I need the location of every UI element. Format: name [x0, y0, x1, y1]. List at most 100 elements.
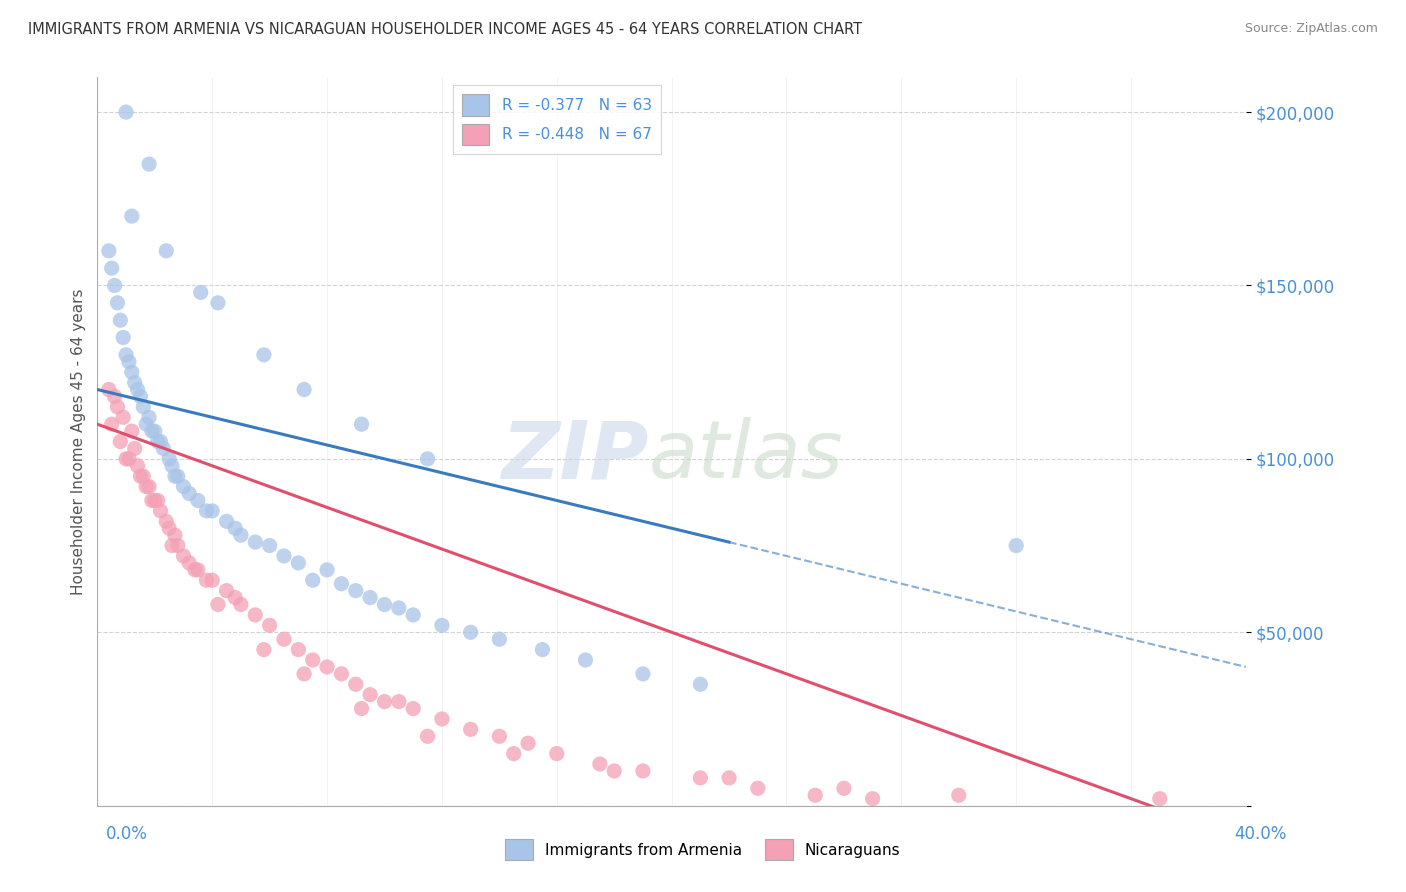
Point	[301, 653, 323, 667]
Point	[138, 480, 160, 494]
Text: IMMIGRANTS FROM ARMENIA VS NICARAGUAN HOUSEHOLDER INCOME AGES 45 - 64 YEARS CORR: IMMIGRANTS FROM ARMENIA VS NICARAGUAN HO…	[28, 22, 862, 37]
Point	[143, 424, 166, 438]
Point	[146, 434, 169, 449]
Text: 40.0%: 40.0%	[1234, 825, 1286, 843]
Point	[149, 434, 172, 449]
Y-axis label: Householder Income Ages 45 - 64 years: Householder Income Ages 45 - 64 years	[72, 288, 86, 595]
Point	[163, 469, 186, 483]
Point	[689, 677, 711, 691]
Point	[184, 563, 207, 577]
Point	[287, 556, 309, 570]
Point	[155, 244, 177, 258]
Point	[804, 789, 827, 803]
Point	[402, 607, 425, 622]
Point	[388, 695, 411, 709]
Point	[1005, 539, 1028, 553]
Point	[141, 424, 163, 438]
Point	[103, 278, 125, 293]
Point	[195, 573, 218, 587]
Point	[118, 355, 141, 369]
Point	[350, 417, 373, 432]
Point	[187, 493, 209, 508]
Point	[359, 591, 381, 605]
Text: atlas: atlas	[648, 417, 844, 495]
Point	[517, 736, 540, 750]
Point	[149, 504, 172, 518]
Point	[201, 504, 224, 518]
Point	[190, 285, 212, 300]
Point	[201, 573, 224, 587]
Point	[127, 458, 149, 473]
Point	[416, 729, 439, 743]
Point	[245, 607, 267, 622]
Point	[112, 410, 135, 425]
Point	[100, 417, 122, 432]
Point	[229, 598, 252, 612]
Point	[245, 535, 267, 549]
Point	[143, 493, 166, 508]
Point	[402, 701, 425, 715]
Point	[160, 458, 183, 473]
Point	[179, 556, 201, 570]
Text: ZIP: ZIP	[502, 417, 648, 495]
Point	[689, 771, 711, 785]
Point	[589, 757, 612, 772]
Point	[195, 504, 218, 518]
Point	[253, 642, 276, 657]
Point	[388, 601, 411, 615]
Point	[207, 296, 229, 310]
Point	[132, 400, 155, 414]
Point	[330, 666, 353, 681]
Legend: R = -0.377   N = 63, R = -0.448   N = 67: R = -0.377 N = 63, R = -0.448 N = 67	[453, 85, 661, 154]
Point	[330, 576, 353, 591]
Point	[138, 157, 160, 171]
Point	[215, 583, 238, 598]
Point	[107, 400, 129, 414]
Point	[292, 383, 315, 397]
Point	[430, 712, 453, 726]
Point	[259, 539, 281, 553]
Point	[135, 417, 157, 432]
Point	[107, 296, 129, 310]
Point	[603, 764, 626, 778]
Point	[173, 480, 195, 494]
Point	[146, 493, 169, 508]
Point	[416, 451, 439, 466]
Point	[187, 563, 209, 577]
Point	[121, 365, 143, 379]
Point	[179, 486, 201, 500]
Point	[273, 549, 295, 563]
Point	[129, 389, 152, 403]
Point	[229, 528, 252, 542]
Point	[141, 493, 163, 508]
Point	[488, 729, 510, 743]
Point	[373, 695, 395, 709]
Point	[121, 424, 143, 438]
Point	[166, 539, 188, 553]
Point	[287, 642, 309, 657]
Point	[502, 747, 524, 761]
Point	[832, 781, 855, 796]
Point	[103, 389, 125, 403]
Text: 0.0%: 0.0%	[105, 825, 148, 843]
Point	[124, 376, 146, 390]
Point	[163, 528, 186, 542]
Point	[132, 469, 155, 483]
Point	[173, 549, 195, 563]
Point	[359, 688, 381, 702]
Point	[115, 105, 138, 120]
Point	[110, 434, 132, 449]
Point	[160, 539, 183, 553]
Point	[344, 677, 367, 691]
Point	[460, 625, 482, 640]
Point	[460, 723, 482, 737]
Point	[488, 632, 510, 647]
Point	[948, 789, 970, 803]
Point	[207, 598, 229, 612]
Point	[112, 330, 135, 344]
Point	[224, 521, 246, 535]
Point	[301, 573, 323, 587]
Point	[97, 244, 120, 258]
Point	[350, 701, 373, 715]
Point	[1149, 791, 1171, 805]
